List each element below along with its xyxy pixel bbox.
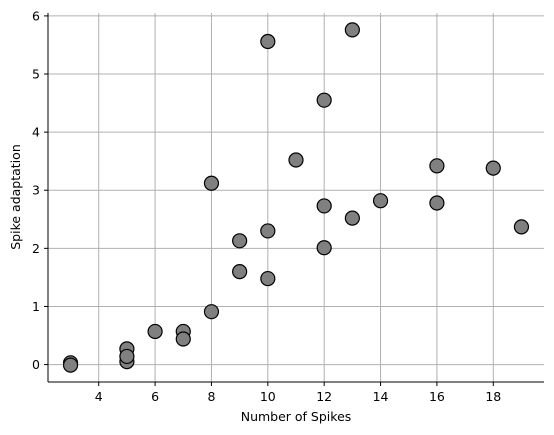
- x-tick-label: 14: [373, 389, 389, 404]
- y-tick-label: 4: [32, 125, 40, 140]
- data-point: [372, 193, 389, 209]
- y-tick-label: 3: [32, 183, 40, 198]
- data-point: [316, 240, 332, 256]
- x-tick-label: 16: [429, 389, 445, 404]
- y-tick-label: 2: [32, 241, 40, 256]
- y-axis-label: Spike adaptation: [8, 144, 23, 250]
- data-point: [429, 195, 445, 211]
- x-tick-label: 8: [207, 389, 215, 404]
- data-point: [203, 175, 220, 191]
- data-point: [288, 152, 304, 168]
- data-point: [344, 210, 360, 226]
- data-point: [260, 270, 276, 287]
- x-tick-label: 18: [485, 389, 501, 404]
- x-tick-label: 10: [260, 389, 276, 404]
- x-tick-label: 12: [316, 389, 332, 404]
- x-tick-label: 6: [151, 389, 159, 404]
- data-point: [203, 304, 220, 320]
- data-point: [260, 33, 276, 50]
- data-point: [232, 263, 248, 280]
- data-point: [147, 323, 163, 340]
- y-tick-label: 1: [32, 299, 40, 314]
- data-point: [316, 92, 332, 108]
- data-point: [260, 223, 276, 239]
- data-point: [175, 331, 191, 347]
- data-point: [119, 348, 135, 365]
- data-point: [232, 233, 248, 249]
- data-point: [485, 160, 501, 176]
- data-point: [316, 198, 332, 214]
- x-tick-label: 4: [95, 389, 103, 404]
- data-point: [513, 219, 530, 235]
- y-tick-label: 6: [32, 8, 40, 23]
- y-tick-label: 0: [32, 357, 40, 372]
- data-point: [344, 22, 360, 38]
- data-point: [62, 357, 79, 373]
- data-point: [429, 158, 445, 174]
- x-axis-label: Number of Spikes: [241, 409, 352, 424]
- y-tick-label: 5: [32, 67, 40, 82]
